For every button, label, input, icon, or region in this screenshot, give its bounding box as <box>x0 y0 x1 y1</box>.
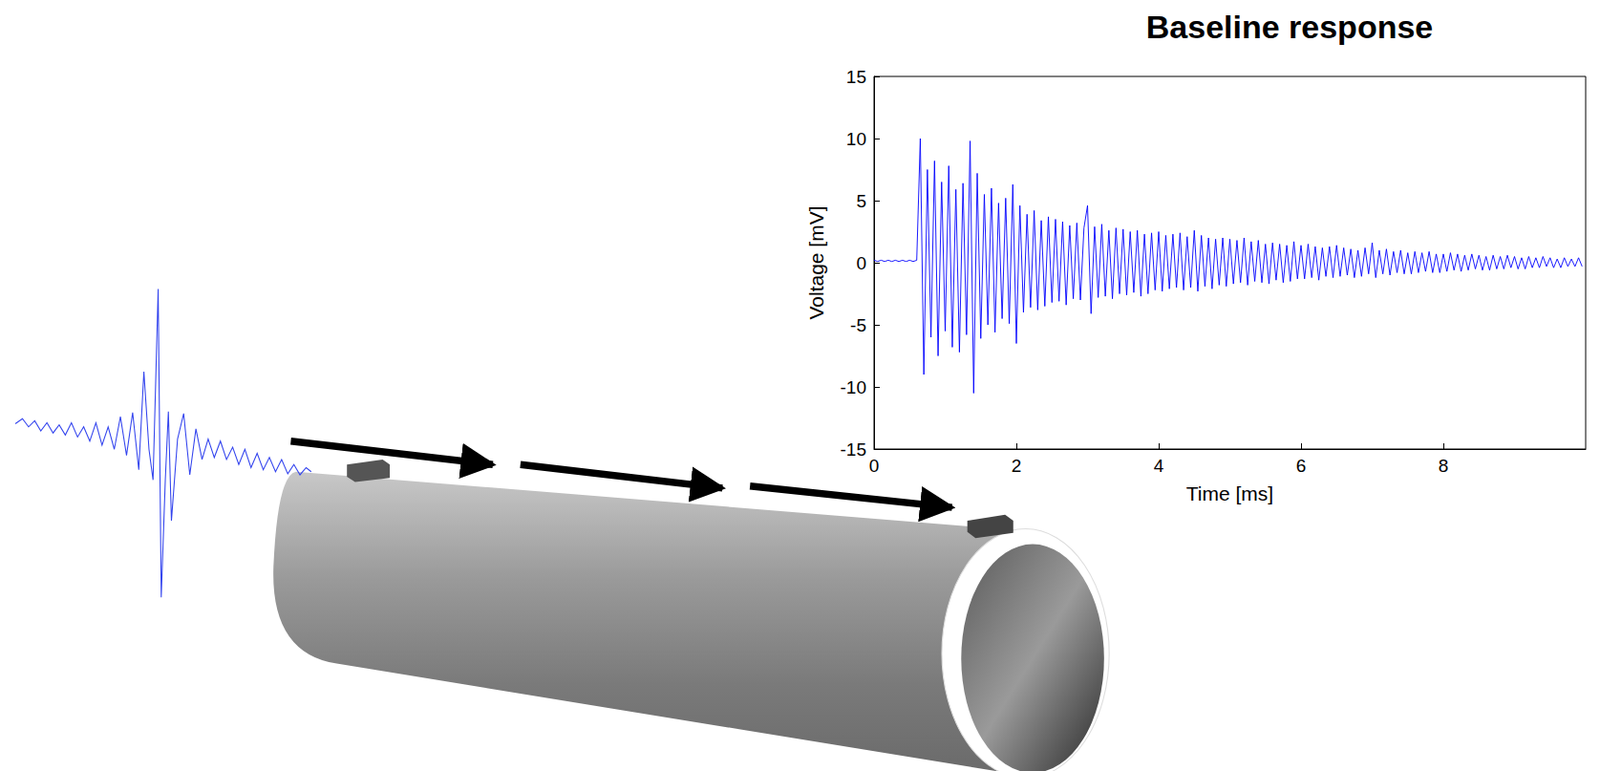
svg-text:Voltage [mV]: Voltage [mV] <box>805 205 828 320</box>
svg-text:4: 4 <box>1153 455 1165 476</box>
svg-text:0: 0 <box>855 253 867 274</box>
svg-text:5: 5 <box>855 191 867 212</box>
svg-text:-15: -15 <box>840 439 867 460</box>
svg-text:15: 15 <box>846 66 867 87</box>
svg-text:Time [ms]: Time [ms] <box>1186 482 1274 505</box>
svg-text:-10: -10 <box>840 377 867 398</box>
svg-text:6: 6 <box>1296 455 1307 476</box>
svg-text:2: 2 <box>1011 455 1023 476</box>
svg-text:Baseline response: Baseline response <box>1146 8 1433 45</box>
svg-text:10: 10 <box>846 128 867 150</box>
svg-text:0: 0 <box>869 455 880 476</box>
svg-text:-5: -5 <box>850 315 867 336</box>
svg-text:8: 8 <box>1438 455 1450 476</box>
